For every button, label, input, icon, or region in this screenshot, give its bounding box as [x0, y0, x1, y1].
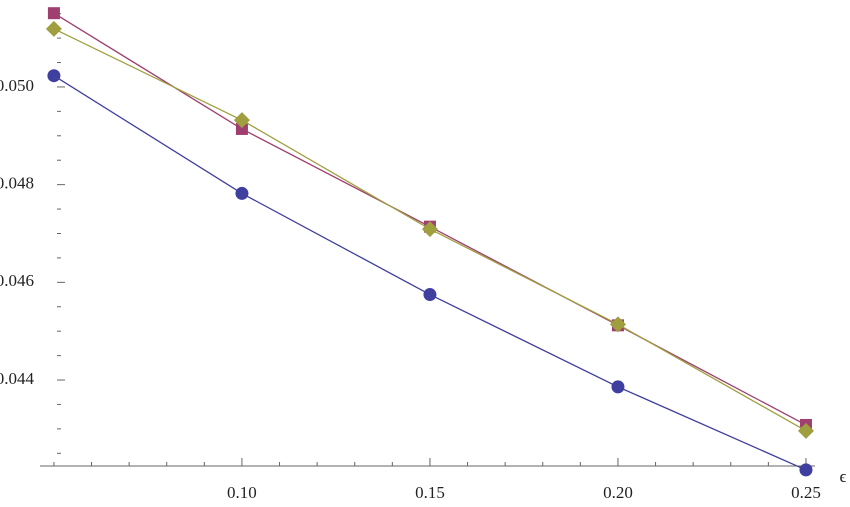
series-line [53, 75, 807, 471]
x-tick-label: 0.10 [227, 483, 257, 502]
point [423, 288, 437, 302]
series-line [53, 12, 807, 426]
point [611, 380, 625, 394]
point [235, 122, 248, 135]
y-tick-label: 0.044 [0, 369, 35, 388]
point [45, 20, 62, 37]
point [47, 69, 61, 83]
x-axis-label: ϵ [840, 467, 847, 486]
point [609, 316, 626, 333]
point [47, 7, 60, 20]
y-tick-label: 0.050 [0, 76, 34, 95]
point [233, 112, 250, 129]
point [797, 422, 814, 439]
point [799, 463, 813, 477]
y-tick-label: 0.046 [0, 271, 34, 290]
y-tick-label: 0.048 [0, 174, 34, 193]
point [235, 186, 249, 200]
x-tick-label: 0.20 [603, 483, 633, 502]
x-tick-label: 0.25 [791, 483, 821, 502]
point [421, 221, 438, 238]
x-tick-label: 0.15 [415, 483, 445, 502]
